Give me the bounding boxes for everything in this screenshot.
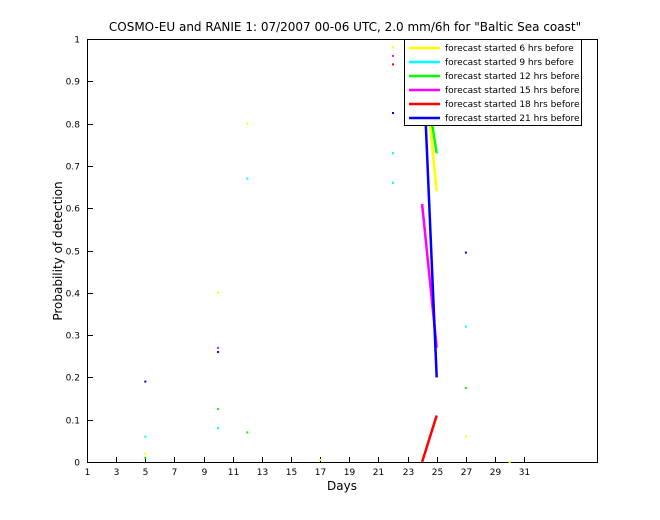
data-point: [144, 380, 147, 383]
legend-entry-label: forecast started 9 hrs before: [445, 58, 574, 68]
x-tick-label: 31: [519, 468, 530, 478]
data-point: [392, 181, 394, 184]
x-tick-label: 11: [228, 468, 239, 478]
y-tick-label: 0.5: [66, 248, 80, 258]
x-tick-label: 29: [490, 468, 502, 478]
y-tick-label: 1: [74, 36, 80, 46]
y-tick-label: 0.7: [66, 163, 80, 173]
legend-entry-label: forecast started 15 hrs before: [445, 86, 580, 96]
data-point: [217, 346, 220, 349]
data-point: [246, 122, 249, 125]
y-tick-label: 0.2: [66, 374, 80, 384]
x-tick-label: 13: [257, 468, 268, 478]
data-point: [508, 461, 511, 463]
y-tick-label: 0: [74, 459, 80, 469]
data-point: [392, 54, 394, 57]
legend: forecast started 6 hrs before forecast st…: [404, 39, 582, 126]
x-tick-label: 1: [85, 468, 91, 478]
y-axis: 0 0.1 0.2 0.3 0.4 0.5 0.6 0.7 0.8 0.9 1: [66, 36, 93, 469]
x-axis-label: Days: [327, 479, 357, 493]
data-point: [246, 177, 249, 180]
legend-entry-label: forecast started 12 hrs before: [445, 72, 580, 82]
legend-entry-label: forecast started 21 hrs before: [445, 114, 580, 124]
data-point: [464, 325, 467, 328]
x-axis: 1 3 5 7 9 11 13 15 17 19 21 23 25 27 29 31: [85, 457, 530, 478]
data-point: [144, 435, 147, 438]
x-tick-label: 19: [344, 468, 356, 478]
data-point: [464, 435, 467, 438]
x-tick-label: 5: [143, 468, 149, 478]
y-tick-label: 0.9: [66, 78, 81, 88]
x-tick-label: 27: [461, 468, 472, 478]
legend-entry-label: forecast started 6 hrs before: [445, 44, 574, 54]
data-point: [246, 431, 249, 434]
y-tick-label: 0.1: [66, 417, 80, 427]
y-tick-label: 0.6: [66, 205, 81, 215]
data-point: [217, 427, 220, 430]
data-point: [464, 387, 467, 389]
data-point: [392, 63, 394, 66]
x-tick-label: 15: [286, 468, 297, 478]
x-tick-label: 9: [202, 468, 208, 478]
data-point: [392, 152, 394, 155]
x-tick-label: 21: [373, 468, 384, 478]
data-point: [144, 452, 147, 455]
data-point: [144, 456, 147, 459]
y-axis-label: Probability of detection: [51, 181, 65, 320]
chart-title: COSMO-EU and RANIE 1: 07/2007 00-06 UTC,…: [109, 20, 581, 34]
legend-entry-label: forecast started 18 hrs before: [445, 100, 580, 110]
y-tick-label: 0.4: [66, 290, 81, 300]
series-line: [420, 415, 438, 463]
data-point: [392, 46, 394, 49]
legend-box: [404, 39, 582, 126]
x-tick-label: 23: [403, 468, 414, 478]
y-tick-label: 0.3: [66, 332, 80, 342]
x-tick-label: 3: [114, 468, 120, 478]
data-point: [392, 112, 394, 114]
y-tick-label: 0.8: [66, 121, 81, 131]
x-tick-label: 7: [172, 468, 178, 478]
data-point: [464, 251, 467, 254]
x-tick-label: 25: [432, 468, 443, 478]
data-point: [217, 291, 220, 294]
data-point: [217, 351, 220, 353]
x-tick-label: 17: [315, 468, 326, 478]
data-point: [319, 458, 322, 461]
data-point: [217, 408, 220, 411]
